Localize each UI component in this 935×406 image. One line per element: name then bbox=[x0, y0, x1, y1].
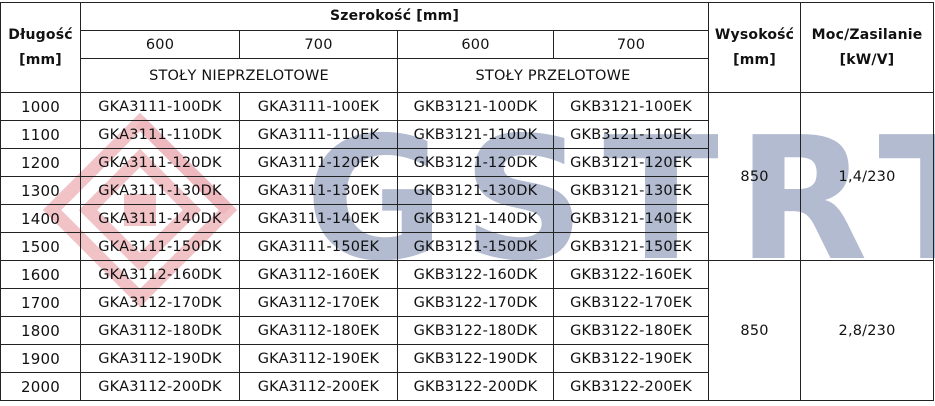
model-cell: GKB3122-180EK bbox=[552, 316, 710, 345]
model-cell: GKB3121-100EK bbox=[552, 92, 710, 121]
model-cell: GKA3111-150EK bbox=[239, 232, 398, 261]
model-cell: GKB3122-160EK bbox=[552, 260, 710, 289]
height-header: Wysokość [mm] bbox=[708, 2, 802, 93]
height-value: 850 bbox=[708, 92, 802, 261]
model-cell: GKB3122-190EK bbox=[552, 344, 710, 373]
header-row-1: Długość [mm] Szerokość [mm] Wysokość [mm… bbox=[0, 2, 935, 93]
length-cell: 1000 bbox=[0, 92, 81, 121]
model-cell: GKA3111-150DK bbox=[80, 232, 240, 261]
model-cell: GKA3112-170EK bbox=[239, 288, 398, 317]
power-value: 2,8/230 bbox=[800, 260, 935, 401]
height-value: 850 bbox=[708, 260, 802, 401]
model-cell: GKB3121-100DK bbox=[397, 92, 554, 121]
model-cell: GKA3111-100DK bbox=[80, 92, 240, 121]
length-header-unit: [mm] bbox=[19, 51, 62, 68]
table-row: 2000 GKA3112-200DK GKA3112-200EK GKB3122… bbox=[0, 372, 934, 401]
length-cell: 1200 bbox=[0, 148, 81, 177]
length-cell: 2000 bbox=[0, 372, 81, 401]
length-cell: 1800 bbox=[0, 316, 81, 345]
model-cell: GKA3112-200EK bbox=[239, 372, 398, 401]
length-cell: 1600 bbox=[0, 260, 81, 289]
width-header: Szerokość [mm] bbox=[79, 2, 710, 31]
model-cell: GKA3112-180DK bbox=[80, 316, 240, 345]
header-row-2: 600 700 600 700 bbox=[1, 30, 934, 59]
width-700-right: 700 bbox=[552, 30, 710, 59]
group-left-label: STOŁY NIEPRZELOTOWE bbox=[80, 58, 398, 93]
power-header-unit: [kW/V] bbox=[839, 51, 895, 68]
length-cell: 1700 bbox=[0, 288, 81, 317]
model-cell: GKA3111-140DK bbox=[80, 204, 240, 233]
length-cell: 1100 bbox=[0, 120, 81, 149]
model-cell: GKB3121-110EK bbox=[552, 120, 710, 149]
model-cell: GKB3121-140EK bbox=[552, 204, 710, 233]
table-row: 1200 GKA3111-120DK GKA3111-120EK GKB3121… bbox=[0, 148, 934, 177]
table-row: 1300 GKA3111-130DK GKA3111-130EK GKB3121… bbox=[0, 176, 934, 205]
model-cell: GKB3122-190DK bbox=[397, 344, 554, 373]
height-header-title: Wysokość bbox=[714, 26, 795, 43]
table-row: 1100 GKA3111-110DK GKA3111-110EK GKB3121… bbox=[0, 120, 934, 149]
model-cell: GKB3121-150DK bbox=[397, 232, 554, 261]
model-cell: GKB3122-200DK bbox=[397, 372, 554, 401]
model-cell: GKB3121-130DK bbox=[397, 176, 554, 205]
group-right-label: STOŁY PRZELOTOWE bbox=[396, 58, 710, 93]
table-row: 1700 GKA3112-170DK GKA3112-170EK GKB3122… bbox=[0, 288, 934, 317]
model-cell: GKB3122-160DK bbox=[397, 260, 554, 289]
model-cell: GKB3122-170DK bbox=[397, 288, 554, 317]
model-cell: GKA3111-110DK bbox=[80, 120, 240, 149]
model-cell: GKB3121-120EK bbox=[552, 148, 710, 177]
model-cell: GKA3111-100EK bbox=[239, 92, 398, 121]
model-cell: GKA3112-200DK bbox=[80, 372, 240, 401]
model-cell: GKB3122-180DK bbox=[397, 316, 554, 345]
header-row-3: STOŁY NIEPRZELOTOWE STOŁY PRZELOTOWE bbox=[1, 58, 934, 93]
model-cell: GKA3111-120EK bbox=[239, 148, 398, 177]
length-cell: 1900 bbox=[0, 344, 81, 373]
model-cell: GKB3122-200EK bbox=[552, 372, 710, 401]
model-cell: GKB3121-130EK bbox=[552, 176, 710, 205]
power-value: 1,4/230 bbox=[800, 92, 935, 261]
model-cell: GKB3121-150EK bbox=[552, 232, 710, 261]
length-header: Długość [mm] bbox=[0, 2, 81, 93]
width-600-right: 600 bbox=[397, 30, 554, 59]
length-cell: 1500 bbox=[0, 232, 81, 261]
model-cell: GKA3112-190EK bbox=[239, 344, 398, 373]
model-cell: GKB3122-170EK bbox=[552, 288, 710, 317]
model-cell: GKA3112-160EK bbox=[239, 260, 398, 289]
power-header: Moc/Zasilanie [kW/V] bbox=[800, 2, 935, 93]
height-header-unit: [mm] bbox=[733, 51, 776, 68]
table-row: 1000 GKA3111-100DK GKA3111-100EK GKB3121… bbox=[0, 92, 935, 261]
model-cell: GKA3112-180EK bbox=[239, 316, 398, 345]
length-cell: 1400 bbox=[0, 204, 81, 233]
model-cell: GKA3111-130DK bbox=[80, 176, 240, 205]
model-cell: GKA3112-170DK bbox=[80, 288, 240, 317]
model-cell: GKB3121-120DK bbox=[397, 148, 554, 177]
model-cell: GKA3111-110EK bbox=[239, 120, 398, 149]
table-row: 1600 GKA3112-160DK GKA3112-160EK GKB3122… bbox=[0, 260, 935, 401]
model-cell: GKA3111-130EK bbox=[239, 176, 398, 205]
length-cell: 1300 bbox=[0, 176, 81, 205]
width-700-left: 700 bbox=[239, 30, 398, 59]
model-cell: GKB3121-110DK bbox=[397, 120, 554, 149]
length-header-title: Długość bbox=[8, 26, 73, 43]
model-cell: GKA3112-190DK bbox=[80, 344, 240, 373]
model-cell: GKB3121-140DK bbox=[397, 204, 554, 233]
table-row: 1800 GKA3112-180DK GKA3112-180EK GKB3122… bbox=[0, 316, 934, 345]
width-600-left: 600 bbox=[80, 30, 240, 59]
model-cell: GKA3111-140EK bbox=[239, 204, 398, 233]
power-header-title: Moc/Zasilanie bbox=[811, 26, 923, 43]
model-cell: GKA3112-160DK bbox=[80, 260, 240, 289]
model-cell: GKA3111-120DK bbox=[80, 148, 240, 177]
